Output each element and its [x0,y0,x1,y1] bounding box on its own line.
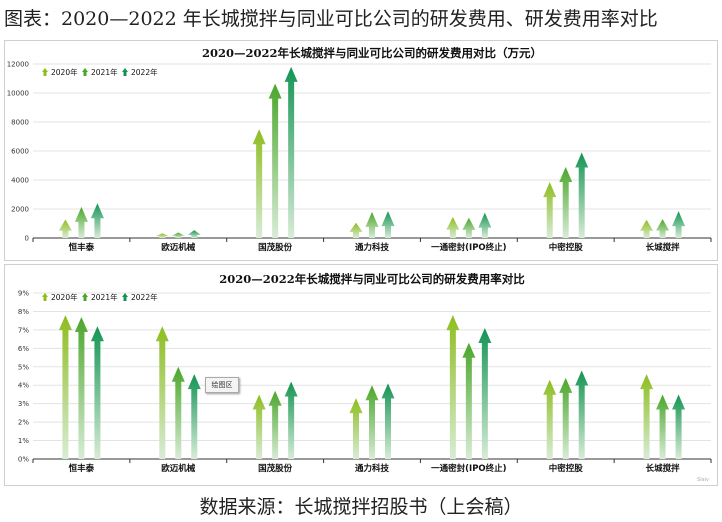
bar-arrow [656,394,670,459]
bar-arrow [187,374,201,459]
y-tick-label: 3% [18,400,29,408]
rd-ratio-chart-svg: 2020—2022年长城搅拌与同业可比公司的研发费用率对比 0% 1% 2% 3% 4% 5… [18,272,712,474]
x-tick-label: 中密控股 [549,242,584,253]
chart-title: 2020—2022年长城搅拌与同业可比公司的研发费用率对比 [219,272,525,286]
bar-arrow [349,222,363,238]
bar-arrow [171,366,185,459]
x-tick-label: 一通密封(IPO终止) [431,463,507,474]
bar-arrow [74,316,88,459]
y-tick-label: 4% [18,382,29,390]
x-tick-label: 中密控股 [549,463,584,474]
bar-arrow [478,328,492,459]
x-tick-label: 国茂股份 [258,242,293,253]
x-tick-label: 长城搅拌 [646,463,681,474]
y-tick-label: 0 [25,235,29,243]
bar-arrow [268,83,282,238]
legend-swatch [82,293,88,301]
chart-title: 2020—2022年长城搅拌与同业可比公司的研发费用对比（万元） [202,46,542,60]
bar-arrow [365,385,379,459]
bar-arrow [90,203,104,238]
bar-arrow [155,326,169,459]
rd-ratio-chart: 2020—2022年长城搅拌与同业可比公司的研发费用率对比 0% 1% 2% 3% 4% 5… [4,264,718,486]
bar-arrow [365,211,379,238]
plot-area-tooltip: 绘图区 [205,377,239,393]
y-tick-label: 10000 [7,90,29,98]
y-tick-label: 1% [18,437,29,445]
legend-label: 2021年 [91,292,118,302]
bar-arrow [268,390,282,459]
legend-label: 2020年 [51,67,78,77]
legend-swatch [42,68,48,76]
rd-expense-chart-svg: 2020—2022年长城搅拌与同业可比公司的研发费用对比（万元） 0 2000 400… [7,46,712,253]
x-tick-label: 恒丰泰 [69,463,95,474]
y-tick-label: 5% [18,363,29,371]
bar-arrow [478,212,492,238]
bar-arrow [559,377,573,459]
bar-arrow [252,129,266,238]
bar-arrow [58,219,72,238]
bar-arrow [284,381,298,459]
rd-expense-chart: 2020—2022年长城搅拌与同业可比公司的研发费用对比（万元） 0 2000 400… [4,40,718,261]
y-tick-label: 2% [18,419,29,427]
x-tick-label: 欧迈机械 [161,242,196,253]
y-tick-label: 0% [18,456,29,464]
x-tick-label: 通力科技 [355,463,390,474]
bar-arrow [543,379,557,459]
y-tick-label: 6% [18,345,29,353]
bar-arrow [672,211,686,238]
bar-arrow [284,66,298,239]
bar-arrow [155,233,169,238]
bar-arrow [462,342,476,459]
y-tick-label: 8% [18,308,29,316]
legend-swatch [122,68,128,76]
bar-arrow [349,398,363,459]
y-tick-label: 7% [18,326,29,334]
bar-arrow [90,326,104,459]
x-tick-label: 一通密封(IPO终止) [431,242,507,253]
y-tick-label: 4000 [11,177,29,185]
y-tick-label: 6000 [11,148,29,156]
y-tick-label: 2000 [11,206,29,214]
bar-arrow [640,374,654,459]
bar-arrow [74,206,88,238]
bar-arrow [58,315,72,459]
legend-label: 2021年 [91,67,118,77]
bar-arrow [381,211,395,238]
bar-arrow [446,216,460,238]
bar-arrow [252,394,266,459]
bar-arrow [462,217,476,238]
bar-arrow [381,383,395,459]
figure-source: 数据来源：长城搅拌招股书（上会稿） [199,496,523,518]
legend-label: 2022年 [131,67,158,77]
watermark: Slaiv [697,477,709,483]
y-tick-label: 12000 [7,61,29,69]
legend-label: 2022年 [131,292,158,302]
bar-arrow [559,166,573,238]
bar-arrow [187,230,201,238]
figure-title: 图表：2020—2022 年长城搅拌与同业可比公司的研发费用、研发费用率对比 [4,8,658,30]
y-tick-label: 9% [18,290,29,298]
bar-arrow [543,182,557,238]
x-tick-label: 欧迈机械 [161,463,196,474]
x-tick-label: 通力科技 [355,242,390,253]
legend-swatch [122,293,128,301]
bar-arrow [656,219,670,238]
x-tick-label: 长城搅拌 [646,242,681,253]
bar-arrow [446,315,460,459]
legend-swatch [82,68,88,76]
legend-swatch [42,293,48,301]
bar-arrow [640,219,654,238]
x-tick-label: 国茂股份 [258,463,293,474]
y-tick-label: 8000 [11,119,29,127]
legend-label: 2020年 [51,292,78,302]
bar-arrow [575,152,589,238]
bar-arrow [672,394,686,459]
bar-arrow [575,370,589,459]
bar-arrow [171,232,185,238]
x-tick-label: 恒丰泰 [69,242,95,253]
